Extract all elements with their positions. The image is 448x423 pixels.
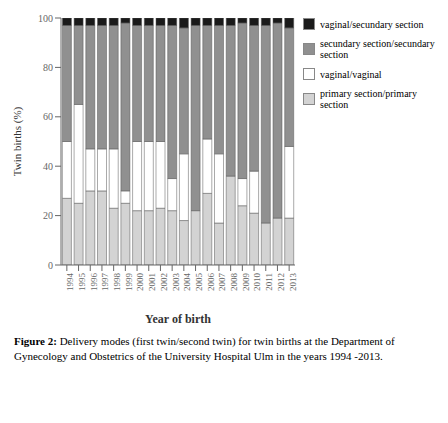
svg-text:60: 60: [43, 111, 53, 122]
html-text:primary section/primary sectio: primary section/primary section: [320, 88, 417, 110]
svg-text:1998: 1998: [112, 273, 122, 292]
svg-text:2012: 2012: [276, 273, 286, 291]
svg-text:1999: 1999: [124, 273, 134, 292]
svg-text:20: 20: [43, 210, 53, 221]
svg-text:80: 80: [43, 62, 53, 73]
html-text:Figure 2: Delivery modes (firs: Figure 2: Delivery modes (first twin/sec…: [14, 335, 395, 362]
svg-text:2005: 2005: [194, 273, 204, 292]
svg-text:40: 40: [43, 161, 53, 172]
svg-text:2009: 2009: [241, 273, 251, 292]
html-text:secundary section/secundary se: secundary section/secundary section: [320, 38, 435, 60]
svg-text:1994: 1994: [65, 273, 75, 292]
svg-text:Year of birth: Year of birth: [145, 312, 211, 326]
svg-text:2013: 2013: [288, 273, 298, 292]
html-text:vaginal/vaginal: vaginal/vaginal: [320, 68, 382, 80]
svg-text:2006: 2006: [206, 273, 216, 292]
svg-text:2004: 2004: [182, 273, 192, 292]
svg-text:1997: 1997: [100, 273, 110, 292]
svg-text:2003: 2003: [171, 273, 181, 292]
svg-text:100: 100: [38, 13, 53, 24]
svg-text:2011: 2011: [264, 273, 274, 291]
svg-text:1996: 1996: [89, 273, 99, 292]
svg-text:2008: 2008: [229, 273, 239, 292]
svg-text:2000: 2000: [135, 273, 145, 292]
svg-text:Twin births (%): Twin births (%): [11, 106, 24, 176]
html-text:vaginal/secundary section: vaginal/secundary section: [320, 18, 424, 30]
svg-text:2007: 2007: [217, 273, 227, 292]
svg-text:0: 0: [48, 260, 53, 271]
svg-text:2010: 2010: [252, 273, 262, 292]
svg-text:1995: 1995: [77, 273, 87, 292]
svg-text:2002: 2002: [159, 273, 169, 291]
svg-text:2001: 2001: [147, 273, 157, 291]
